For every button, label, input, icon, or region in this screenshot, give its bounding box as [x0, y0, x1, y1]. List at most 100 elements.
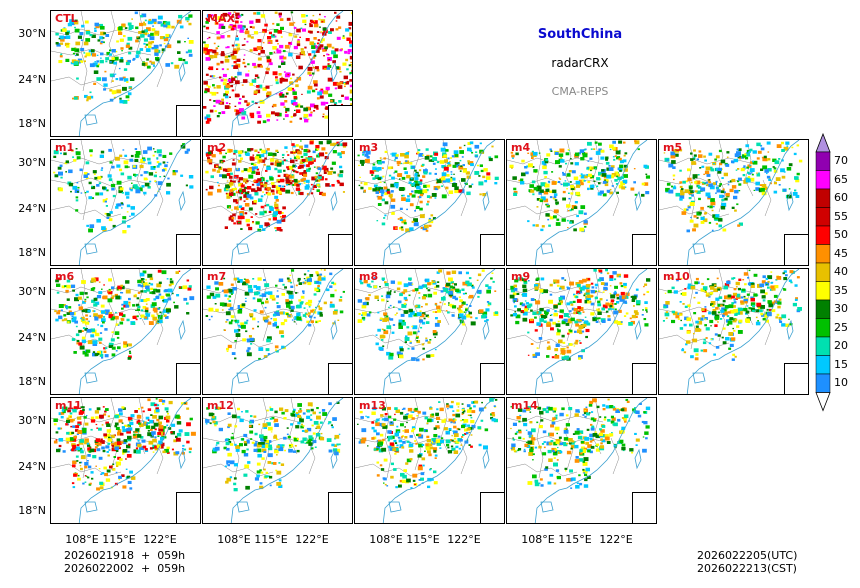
echo-cell — [363, 150, 366, 153]
echo-cell — [555, 201, 559, 205]
echo-cell — [266, 203, 270, 207]
echo-cell — [462, 281, 468, 286]
echo-cell — [379, 334, 385, 339]
echo-cell — [570, 187, 575, 190]
echo-cell — [767, 286, 770, 289]
echo-cell — [73, 159, 77, 162]
echo-cell — [257, 228, 262, 232]
echo-cell — [732, 353, 735, 356]
echo-cell — [633, 310, 638, 314]
echo-cell — [299, 36, 301, 38]
echo-cell — [189, 296, 195, 301]
echo-cell — [98, 291, 103, 295]
echo-cell — [536, 198, 541, 201]
echo-cell — [351, 41, 352, 44]
echo-cell — [359, 176, 361, 178]
echo-cell — [120, 285, 125, 290]
echo-cell — [309, 73, 312, 77]
echo-cell — [339, 70, 342, 73]
echo-cell — [403, 302, 407, 305]
echo-cell — [394, 159, 396, 161]
echo-cell — [237, 309, 243, 314]
echo-cell — [400, 319, 405, 323]
echo-cell — [795, 297, 798, 300]
echo-cell — [467, 147, 472, 152]
echo-cell — [187, 49, 192, 53]
echo-cell — [767, 158, 771, 161]
echo-cell — [736, 151, 741, 156]
echo-cell — [107, 442, 110, 445]
echo-cell — [214, 281, 219, 285]
echo-cell — [150, 414, 153, 416]
echo-cell — [271, 111, 275, 115]
echo-cell — [299, 161, 304, 164]
echo-cell — [338, 26, 342, 29]
echo-cell — [205, 423, 208, 425]
echo-cell — [641, 314, 644, 316]
echo-cell — [156, 157, 159, 159]
echo-cell — [510, 314, 514, 317]
echo-cell — [285, 189, 291, 194]
echo-cell — [128, 301, 131, 304]
echo-cell — [706, 278, 710, 281]
echo-cell — [406, 174, 411, 179]
echo-cell — [178, 57, 183, 61]
echo-cell — [703, 338, 706, 341]
echo-cell — [204, 44, 209, 48]
echo-cell — [96, 54, 99, 56]
echo-cell — [141, 406, 144, 409]
echo-cell — [752, 160, 754, 163]
echo-cell — [294, 170, 298, 173]
echo-cell — [744, 178, 746, 180]
echo-cell — [134, 410, 138, 413]
echo-cell — [399, 227, 403, 230]
echo-cell — [264, 157, 267, 160]
echo-cell — [364, 153, 369, 157]
echo-cell — [100, 57, 102, 59]
echo-cell — [324, 178, 328, 181]
echo-cell — [485, 176, 491, 180]
echo-cell — [620, 321, 623, 323]
echo-cell — [578, 210, 584, 215]
echo-cell — [86, 224, 89, 227]
echo-cell — [307, 30, 311, 33]
echo-cell — [643, 164, 648, 168]
echo-cell — [452, 295, 457, 299]
echo-cell — [138, 422, 141, 425]
echo-cell — [267, 353, 271, 355]
echo-cell — [437, 281, 440, 283]
echo-cell — [218, 112, 221, 115]
echo-cell — [259, 482, 263, 485]
echo-cell — [292, 164, 296, 168]
echo-cell — [94, 27, 97, 30]
echo-cell — [70, 425, 73, 428]
echo-cell — [66, 298, 70, 301]
echo-cell — [547, 180, 551, 183]
echo-cell — [76, 339, 80, 343]
echo-cell — [524, 300, 527, 302]
echo-cell — [237, 415, 241, 419]
echo-cell — [381, 167, 384, 169]
echo-cell — [414, 177, 419, 181]
echo-cell — [409, 340, 412, 343]
echo-cell — [211, 91, 217, 96]
echo-cell — [249, 196, 254, 200]
echo-cell — [150, 32, 154, 36]
echo-cell — [244, 291, 250, 296]
echo-cell — [96, 295, 102, 299]
echo-cell — [602, 193, 607, 197]
echo-cell — [644, 323, 649, 327]
echo-cell — [532, 193, 535, 196]
echo-cell — [310, 320, 314, 323]
echo-cell — [84, 94, 88, 98]
echo-cell — [411, 183, 416, 187]
echo-cell — [522, 317, 528, 322]
echo-cell — [672, 149, 676, 153]
echo-cell — [141, 63, 146, 66]
echo-cell — [720, 318, 723, 320]
echo-cell — [225, 46, 228, 49]
echo-cell — [84, 292, 88, 295]
echo-cell — [119, 77, 124, 81]
echo-cell — [225, 90, 229, 94]
echo-cell — [231, 24, 237, 29]
